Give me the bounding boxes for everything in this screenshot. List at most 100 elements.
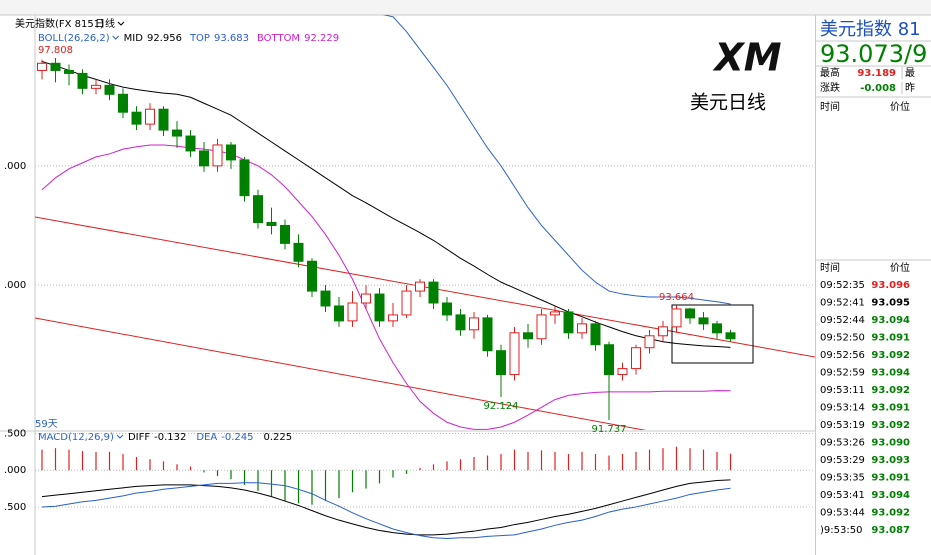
candle-body (185, 135, 196, 152)
price-annotation: 92.124 (484, 401, 519, 412)
candle-body (725, 332, 736, 340)
tick-time: 09:52:41 (820, 298, 865, 309)
y-tick-label: .000 (4, 161, 26, 172)
tick-time: 09:53:11 (820, 385, 865, 396)
candle-body (550, 311, 560, 316)
tick-time: 09:53:35 (820, 473, 865, 484)
candle-body (617, 368, 628, 376)
candle-body (307, 260, 317, 292)
candle-body (415, 281, 425, 292)
tick-price: 93.087 (871, 525, 910, 536)
candle-body (50, 62, 61, 71)
candle-body (428, 281, 439, 304)
tick-time: 09:52:50 (820, 333, 865, 344)
candle-body (104, 84, 115, 95)
price-annotation: 93.664 (659, 292, 694, 303)
period-selector[interactable]: 日线 (95, 17, 115, 30)
candle-body (658, 326, 668, 337)
tick-price: 93.094 (871, 315, 910, 326)
candle-body (347, 302, 358, 322)
tick-price: 93.092 (871, 420, 910, 431)
tick-time: 09:53:14 (820, 403, 865, 414)
channel-line (35, 317, 647, 430)
indicator-label[interactable]: BOLL(26,26,2) (38, 33, 110, 44)
dropdown-icon (116, 434, 124, 439)
candle-body (577, 323, 587, 334)
candle-body (280, 224, 290, 244)
dropdown-icon[interactable] (117, 21, 125, 26)
candle-body (226, 144, 236, 161)
column-header: 时间 (820, 100, 840, 113)
tick-time: 09:53:26 (820, 438, 865, 449)
candle-body (91, 84, 101, 89)
column-header: 价位 (890, 100, 910, 113)
quote-price: 93.073/9 (820, 40, 927, 68)
logo-caption: 美元日线 (690, 92, 766, 114)
macd-label[interactable]: MACD(12,26,9) (38, 432, 114, 443)
candle-body (536, 314, 547, 340)
quote-label: 最 (905, 67, 915, 79)
candle-body (293, 242, 304, 262)
tick-price: 93.092 (871, 385, 910, 396)
candle-body (320, 290, 331, 307)
quote-value: -0.008 (860, 83, 896, 94)
candle-body (145, 108, 155, 125)
tick-price: 93.094 (871, 368, 910, 379)
legend-name: DEA (196, 432, 217, 443)
legend-name: MID (124, 33, 144, 44)
candle-body (563, 311, 574, 334)
tick-time: 09:53:19 (820, 420, 865, 431)
footer-label: 59天 (35, 419, 58, 430)
candle-body (253, 195, 263, 224)
y-tick-label: .500 (4, 502, 26, 513)
candle-body (239, 159, 250, 197)
candle-body (631, 347, 641, 370)
logo-box (700, 36, 795, 82)
candle-body (118, 93, 128, 113)
candle-body (266, 222, 277, 226)
candle-body (374, 293, 385, 322)
candle-body (212, 144, 223, 167)
column-header: 价位 (890, 261, 910, 274)
price-annotation: 91.737 (592, 424, 627, 435)
quote-title: 美元指数 81 (820, 19, 921, 40)
y-tick-label: .500 (4, 428, 26, 439)
candle-body (523, 332, 533, 340)
tick-price: 93.091 (871, 333, 910, 344)
selection-box (671, 304, 754, 364)
candle-body (158, 108, 169, 131)
tick-price: 93.091 (871, 403, 910, 414)
candle-body (401, 290, 412, 316)
tick-time: 09:52:44 (820, 315, 865, 326)
quote-label: 最高 (820, 66, 840, 79)
boll-line (41, 61, 731, 348)
chart-title: 美元指数(FX 8151) (15, 17, 104, 30)
legend-value: 92.956 (147, 33, 182, 44)
tick-price: 93.090 (871, 438, 910, 449)
macd-pane (41, 446, 732, 540)
candle-body (469, 317, 479, 331)
column-header: 时间 (820, 261, 840, 274)
boll-line (41, 144, 731, 430)
tick-time: 09:52:59 (820, 368, 865, 379)
tick-time: )9:53:50 (820, 525, 862, 536)
tick-time: 09:52:35 (820, 280, 865, 291)
legend-value: 92.229 (304, 33, 339, 44)
legend-value: -0.245 (221, 432, 253, 443)
candle-body (496, 350, 506, 376)
legend-name: TOP (189, 33, 210, 44)
tick-time: 09:53:44 (820, 508, 865, 519)
candle-body (361, 293, 371, 304)
candle-body (442, 302, 452, 316)
candle-body (334, 305, 344, 322)
candle-body (644, 335, 655, 349)
candle-body (509, 332, 520, 376)
tick-time: 09:53:29 (820, 455, 865, 466)
dropdown-icon (112, 35, 120, 40)
candle-body (64, 69, 74, 74)
legend-value: 0.225 (263, 432, 292, 443)
quote-label: 涨跌 (820, 81, 840, 94)
legend-name: BOTTOM (257, 33, 300, 44)
candle-body (685, 308, 695, 319)
